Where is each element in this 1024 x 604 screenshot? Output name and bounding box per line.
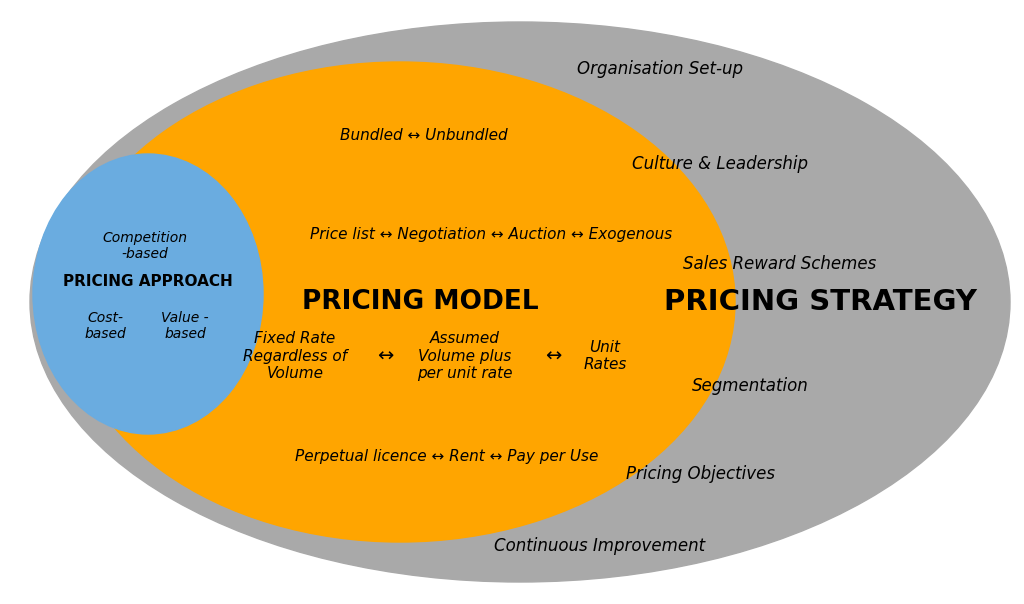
Text: Competition
-based: Competition -based bbox=[102, 231, 187, 261]
Text: Sales Reward Schemes: Sales Reward Schemes bbox=[683, 255, 877, 273]
Text: Pricing Objectives: Pricing Objectives bbox=[626, 465, 774, 483]
Text: Price list ↔ Negotiation ↔ Auction ↔ Exogenous: Price list ↔ Negotiation ↔ Auction ↔ Exo… bbox=[310, 226, 672, 242]
Text: PRICING STRATEGY: PRICING STRATEGY bbox=[664, 288, 977, 316]
Text: PRICING MODEL: PRICING MODEL bbox=[302, 289, 539, 315]
Ellipse shape bbox=[65, 62, 735, 542]
Text: ↔: ↔ bbox=[377, 347, 393, 365]
Text: Continuous Improvement: Continuous Improvement bbox=[495, 537, 706, 555]
Text: Culture & Leadership: Culture & Leadership bbox=[632, 155, 808, 173]
Text: Cost-
based: Cost- based bbox=[84, 311, 126, 341]
Text: Segmentation: Segmentation bbox=[691, 377, 808, 395]
Text: Assumed
Volume plus
per unit rate: Assumed Volume plus per unit rate bbox=[417, 331, 513, 381]
Ellipse shape bbox=[30, 22, 1010, 582]
Text: PRICING APPROACH: PRICING APPROACH bbox=[63, 274, 232, 289]
Text: Organisation Set-up: Organisation Set-up bbox=[577, 60, 743, 78]
Text: Value -
based: Value - based bbox=[161, 311, 209, 341]
Text: Bundled ↔ Unbundled: Bundled ↔ Unbundled bbox=[340, 129, 508, 144]
Text: Fixed Rate
Regardless of
Volume: Fixed Rate Regardless of Volume bbox=[243, 331, 347, 381]
Text: ↔: ↔ bbox=[545, 347, 561, 365]
Text: Unit
Rates: Unit Rates bbox=[584, 340, 627, 372]
Text: Perpetual licence ↔ Rent ↔ Pay per Use: Perpetual licence ↔ Rent ↔ Pay per Use bbox=[295, 449, 598, 463]
Ellipse shape bbox=[33, 154, 263, 434]
